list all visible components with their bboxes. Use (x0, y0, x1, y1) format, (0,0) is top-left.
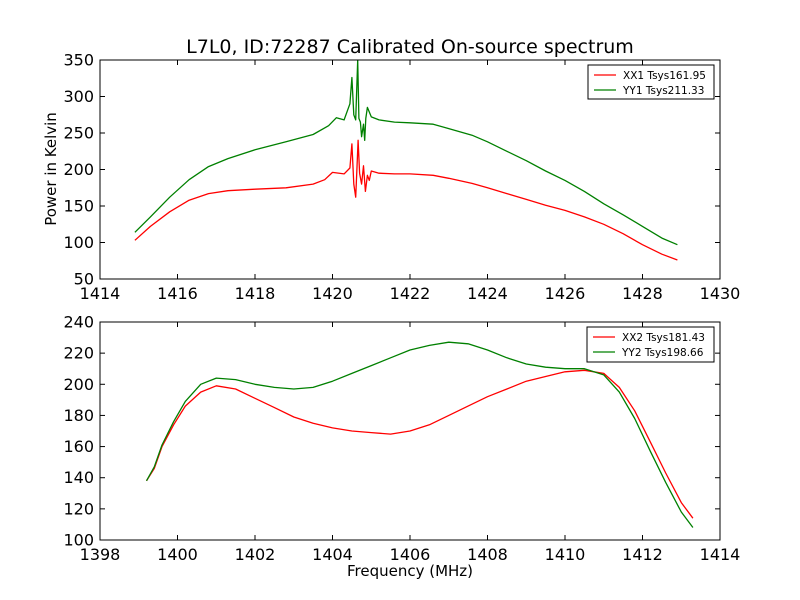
x-tick-label: 1426 (545, 284, 586, 303)
series-line-2 (134, 60, 678, 246)
x-tick-label: 1408 (467, 545, 508, 564)
x-tick-label: 1414 (700, 545, 741, 564)
series-line-1 (134, 139, 678, 261)
x-axis-label-bottom: Frequency (MHz) (347, 562, 473, 580)
legend: XX2 Tsys181.43 YY2 Tsys198.66 (586, 326, 715, 363)
x-tick-label: 1422 (390, 284, 431, 303)
x-tick-label: 1416 (157, 284, 198, 303)
y-tick-label: 120 (63, 499, 94, 518)
x-tick-label: 1404 (312, 545, 353, 564)
x-tick-label: 1412 (622, 545, 663, 564)
y-tick-label: 160 (63, 437, 94, 456)
y-tick-label: 100 (63, 233, 94, 252)
y-tick-label: 350 (63, 51, 94, 70)
x-tick-label: 1400 (157, 545, 198, 564)
y-tick-label: 150 (63, 197, 94, 216)
legend: XX1 Tsys161.95 YY1 Tsys211.33 (587, 64, 715, 100)
y-tick-label: 50 (74, 270, 94, 289)
y-tick-label: 250 (63, 124, 94, 143)
x-tick-label: 1406 (390, 545, 431, 564)
series-line-1 (145, 369, 694, 519)
y-tick-label: 240 (63, 313, 94, 332)
bottom-plot: 1398 1400 1402 1404 1406 1408 1410 1412 1414 100 1… (63, 313, 740, 565)
x-tick-label: 1424 (467, 284, 508, 303)
y-tick-label: 180 (63, 406, 94, 425)
legend-label: YY2 Tsys198.66 (621, 347, 704, 359)
legend-label: YY1 Tsys211.33 (622, 85, 704, 97)
legend-box (587, 64, 715, 100)
y-tick-label: 200 (63, 375, 94, 394)
legend-box (586, 326, 715, 363)
y-tick-label: 140 (63, 468, 94, 487)
x-tick-label: 1398 (80, 545, 121, 564)
x-tick-label: 1428 (622, 284, 663, 303)
x-tick-label: 1420 (312, 284, 353, 303)
x-tick-label: 1410 (545, 545, 586, 564)
x-tick-label: 1430 (700, 284, 741, 303)
x-tick-label: 1418 (235, 284, 276, 303)
top-plot: 1414 1416 1418 1420 1422 1424 1426 1428 1430 50 10… (63, 51, 740, 304)
x-tick-label: 1414 (80, 284, 121, 303)
legend-label: XX2 Tsys181.43 (622, 332, 705, 344)
series-line-2 (145, 341, 694, 528)
y-tick-label: 200 (63, 160, 94, 179)
legend-label: XX1 Tsys161.95 (623, 70, 706, 82)
y-tick-label: 220 (63, 344, 94, 363)
x-tick-label: 1402 (235, 545, 276, 564)
y-tick-label: 100 (63, 531, 94, 550)
chart-title: L7L0, ID:72287 Calibrated On-source spec… (186, 36, 634, 58)
y-axis-label-top: Power in Kelvin (42, 112, 60, 226)
y-tick-label: 300 (63, 87, 94, 106)
